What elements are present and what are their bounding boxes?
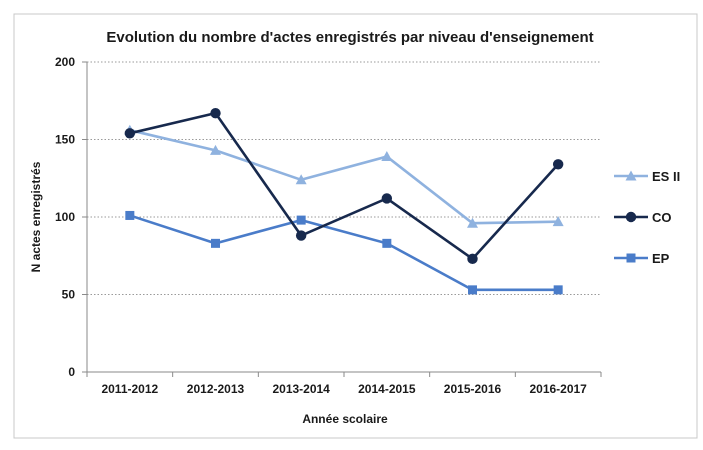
y-tick-label: 150 [55, 133, 75, 147]
data-point [382, 238, 392, 248]
series-line [129, 111, 560, 261]
data-point [295, 174, 307, 185]
data-point [210, 107, 221, 119]
y-tick-label: 200 [55, 55, 75, 69]
data-point [467, 217, 478, 228]
legend-item: EP [614, 251, 670, 266]
legend-marker [626, 253, 636, 263]
chart-frame [13, 13, 698, 439]
legend-item: ES II [614, 169, 680, 184]
x-tick-label: 2013-2014 [272, 382, 330, 396]
chart-title: Evolution du nombre d'actes enregistrés … [106, 29, 593, 46]
series-ep [125, 210, 563, 295]
axes [82, 61, 602, 377]
legend-label: ES II [652, 169, 680, 184]
data-point [553, 285, 563, 295]
data-point [467, 253, 478, 265]
data-point [295, 230, 307, 241]
series-line [129, 214, 559, 292]
y-tick-label: 0 [68, 365, 75, 379]
y-tick-label: 50 [62, 288, 76, 302]
data-point [210, 144, 221, 155]
legend-label: CO [652, 210, 672, 225]
x-tick-label: 2014-2015 [358, 382, 416, 396]
data-point [468, 285, 477, 295]
y-tick-labels: 0 50 100 150 200 [55, 55, 75, 379]
x-tick-labels: 2011-2012 2012-2013 2013-2014 2014-2015 2015… [101, 382, 587, 396]
x-tick-label: 2011-2012 [101, 382, 158, 396]
legend: ES II CO EP [614, 169, 680, 266]
legend-marker [625, 170, 637, 181]
data-point [552, 159, 564, 170]
data-point [211, 238, 220, 248]
series-line [129, 128, 559, 225]
legend-marker [625, 211, 637, 223]
data-point [125, 210, 135, 220]
x-tick-label: 2012-2013 [187, 382, 245, 396]
data-point [296, 215, 306, 225]
x-tick-label: 2016-2017 [529, 382, 587, 396]
data-point [381, 151, 393, 162]
y-axis-label: N actes enregistrés [29, 161, 43, 272]
x-axis-label: Année scolaire [302, 412, 388, 426]
legend-item: CO [614, 210, 672, 225]
data-point [552, 216, 564, 227]
series-co [124, 107, 564, 265]
data-point [381, 193, 393, 204]
x-tick-label: 2015-2016 [444, 382, 502, 396]
y-tick-label: 100 [55, 210, 75, 224]
data-point [124, 128, 136, 139]
series-group [124, 107, 564, 295]
legend-label: EP [652, 251, 670, 266]
